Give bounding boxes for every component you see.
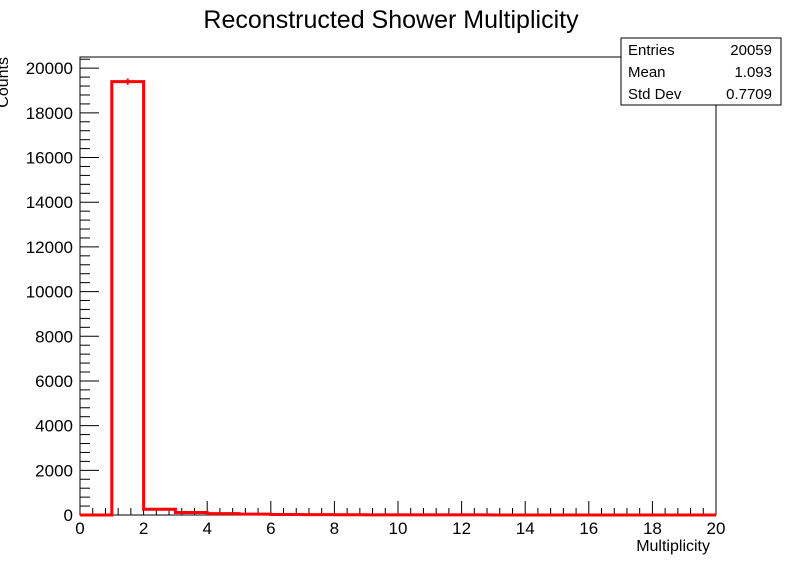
x-tick-label: 8	[330, 519, 339, 538]
x-tick-label: 4	[202, 519, 211, 538]
y-tick-label: 14000	[26, 193, 73, 212]
x-tick-label: 16	[579, 519, 598, 538]
x-tick-label: 10	[389, 519, 408, 538]
x-tick-label: 14	[516, 519, 535, 538]
chart-title: Reconstructed Shower Multiplicity	[203, 6, 579, 34]
stats-stddev-value: 0.7709	[726, 86, 772, 103]
y-tick-label: 4000	[35, 417, 73, 436]
y-axis-label: Counts	[0, 57, 12, 108]
x-axis: 0 2 4 6 8 10 12 14 16 18 20	[75, 501, 725, 538]
plot-frame	[79, 56, 717, 516]
stats-box-frame	[620, 37, 782, 106]
x-tick-label: 12	[452, 519, 471, 538]
y-tick-label: 2000	[35, 461, 73, 480]
histogram-bins	[80, 80, 716, 517]
stats-mean-value: 1.093	[734, 64, 772, 81]
y-tick-label: 8000	[35, 327, 73, 346]
y-tick-label: 6000	[35, 372, 73, 391]
x-axis-label: Multiplicity	[636, 538, 710, 555]
stats-mean-label: Mean	[628, 64, 666, 81]
y-tick-label: 20000	[26, 59, 73, 78]
stats-entries-label: Entries	[628, 42, 675, 59]
stats-box: Entries 20059 Mean 1.093 Std Dev 0.7709	[620, 37, 782, 106]
y-tick-label: 10000	[26, 283, 73, 302]
y-axis: 0 2000 4000 6000 8000 10000 12000 14000 16000 180…	[26, 58, 99, 525]
y-tick-label: 12000	[26, 238, 73, 257]
y-tick-label: 0	[64, 506, 73, 525]
x-tick-label: 6	[266, 519, 275, 538]
x-tick-label: 0	[75, 519, 84, 538]
y-tick-label: 16000	[26, 149, 73, 168]
histogram-outline	[80, 80, 716, 517]
stats-stddev-label: Std Dev	[628, 86, 682, 103]
x-tick-label: 2	[139, 519, 148, 538]
x-tick-label: 18	[643, 519, 662, 538]
stats-entries-value: 20059	[730, 42, 772, 59]
y-tick-label: 18000	[26, 104, 73, 123]
x-tick-label: 20	[707, 519, 726, 538]
